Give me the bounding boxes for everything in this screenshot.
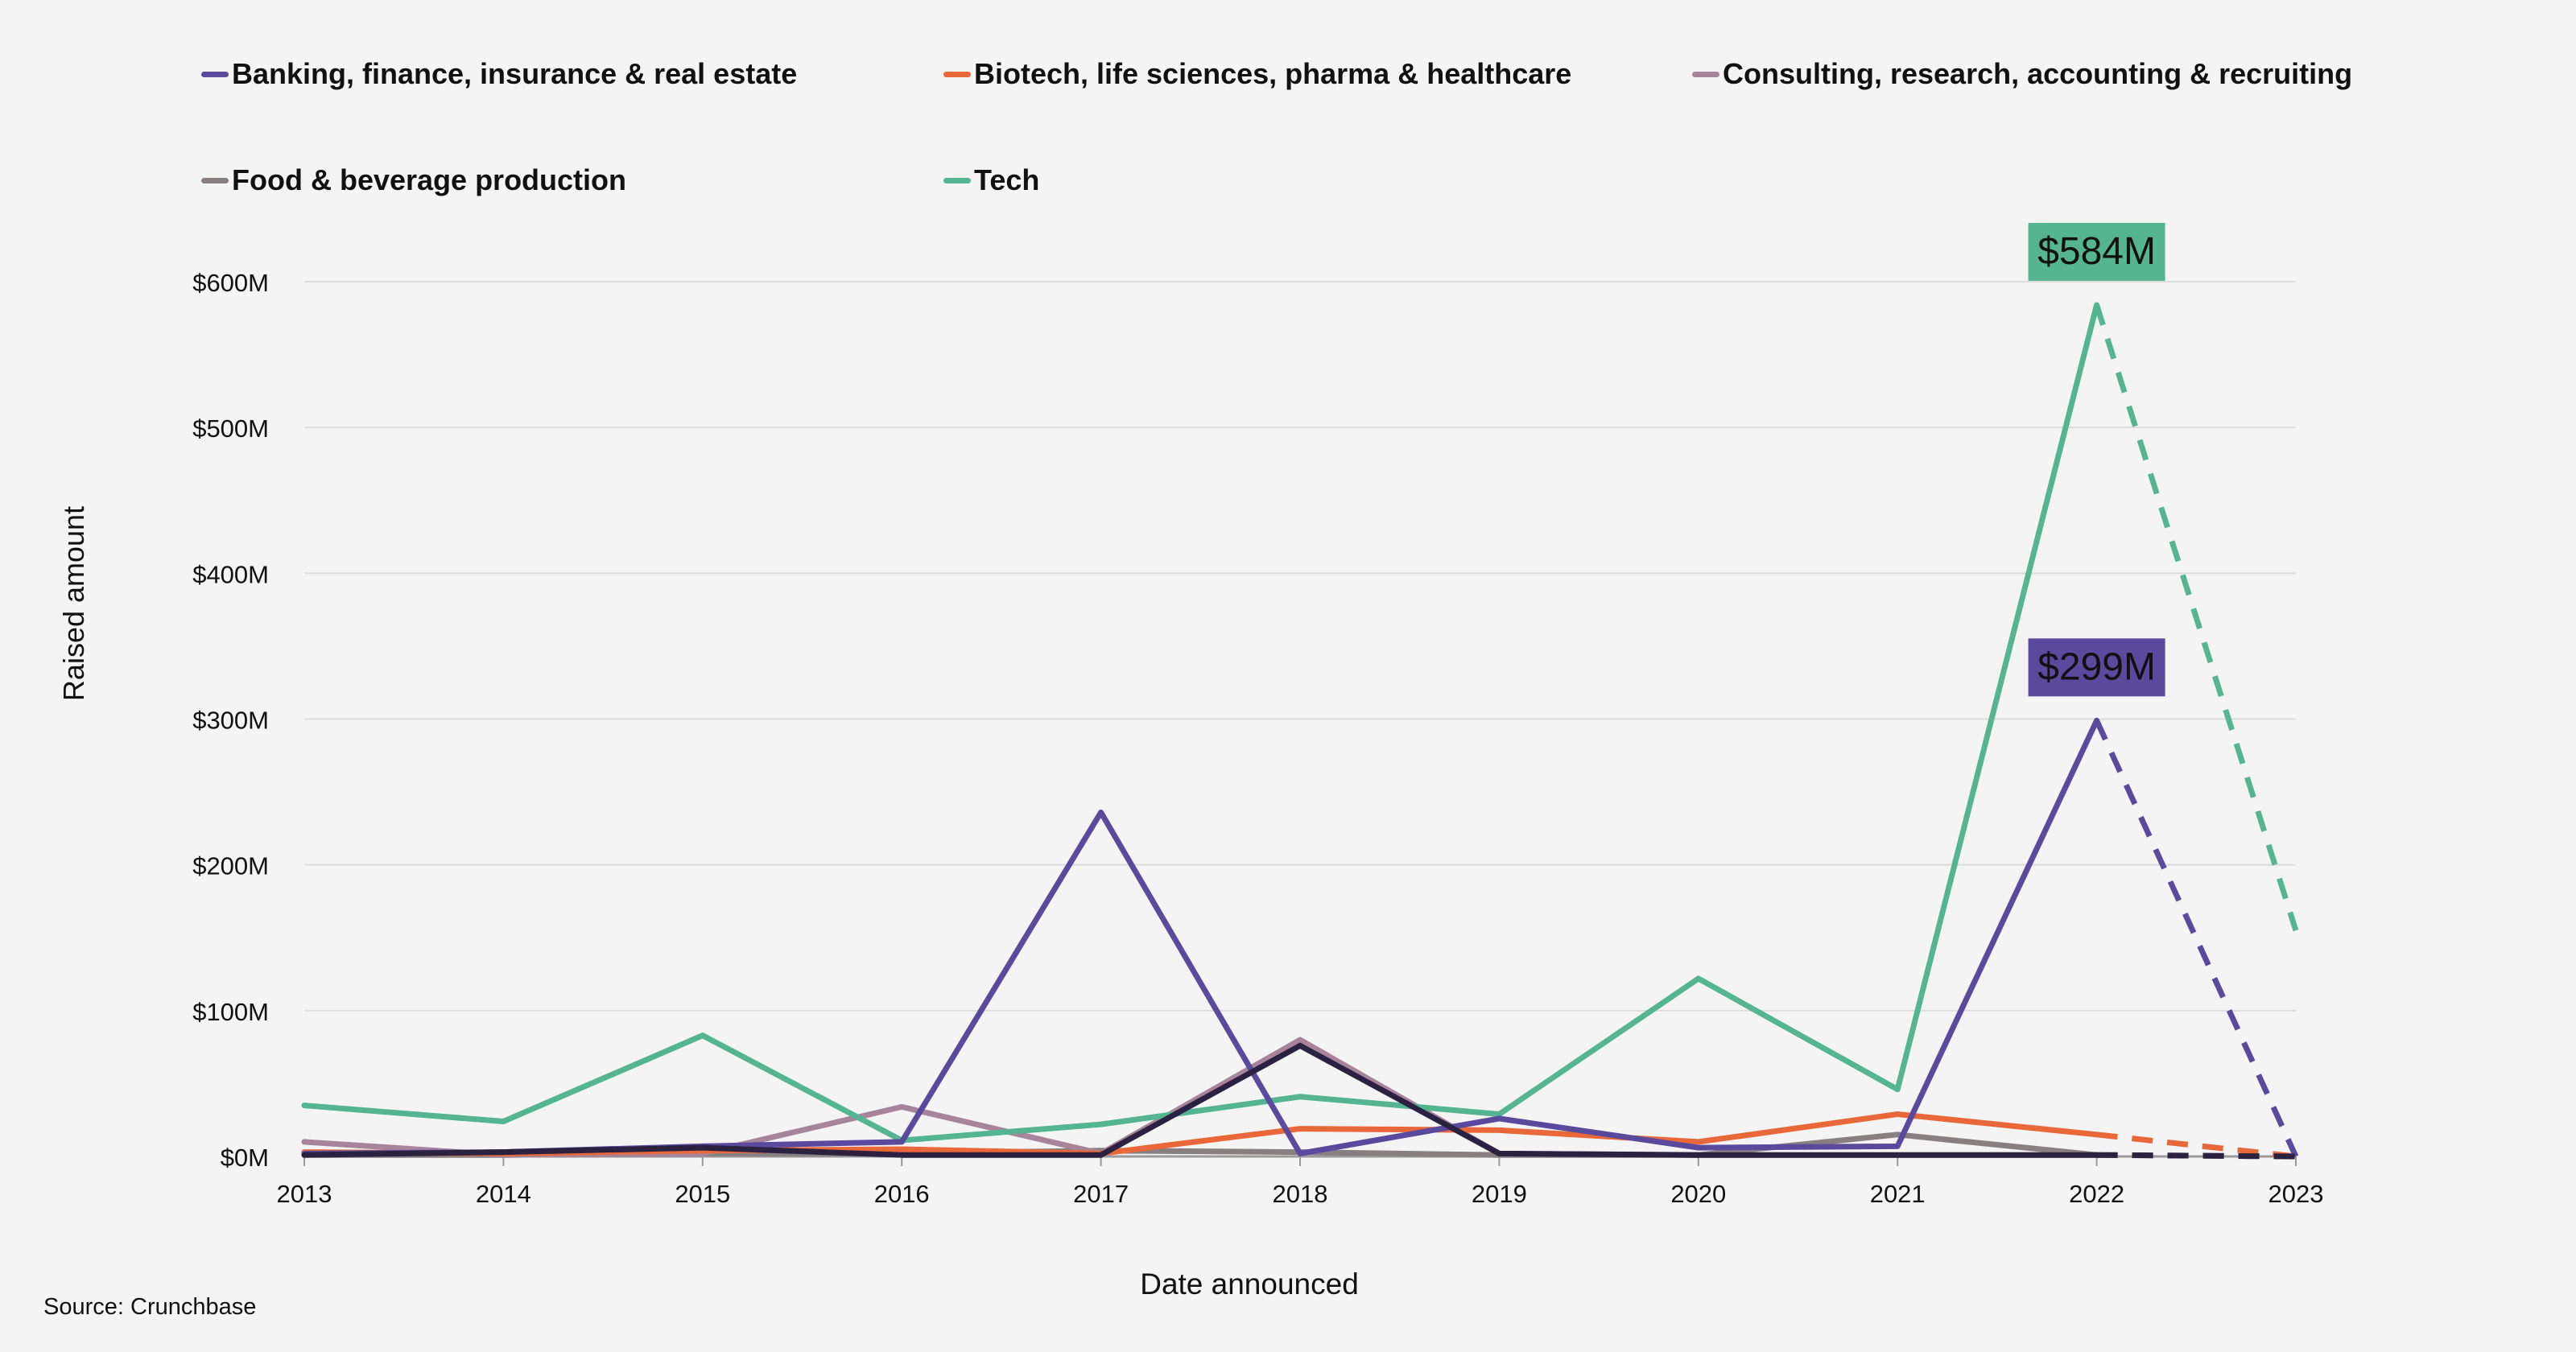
y-tick-label: $300M <box>192 707 269 735</box>
legend-item-banking[interactable]: Banking, finance, insurance & real estat… <box>201 50 797 98</box>
series-line-tech <box>301 302 2100 1144</box>
y-tick-label: $100M <box>192 998 269 1026</box>
legend-swatch-tech <box>943 177 971 183</box>
legend-swatch-banking <box>201 71 229 77</box>
x-tick-label: 2014 <box>476 1180 531 1208</box>
series-projection-biotech <box>2096 1131 2297 1160</box>
legend-item-biotech[interactable]: Biotech, life sciences, pharma & healthc… <box>943 50 1571 98</box>
y-tick-label: $500M <box>192 414 269 443</box>
legend-label-biotech: Biotech, life sciences, pharma & healthc… <box>974 57 1572 90</box>
series-projection-tech <box>2094 303 2299 932</box>
annotations: $584M $299M <box>2028 222 2165 697</box>
x-tick-label: 2017 <box>1073 1180 1129 1208</box>
annotation-box <box>2028 222 2165 281</box>
legend-label-consulting: Consulting, research, accounting & recru… <box>1723 57 2353 90</box>
x-tick-label: 2020 <box>1670 1180 1726 1208</box>
x-axis-title: Date announced <box>1140 1268 1359 1300</box>
source-note: Source: Crunchbase <box>43 1294 257 1320</box>
series-projection-banking <box>2094 719 2299 1158</box>
axes: $0M $100M $200M $300M $400M $500M $600M 2013 201… <box>192 269 2323 1208</box>
x-tick-label: 2018 <box>1273 1180 1328 1208</box>
x-tick-label: 2013 <box>277 1180 332 1208</box>
annotation-label: $299M <box>2037 645 2156 688</box>
legend-label-food: Food & beverage production <box>232 163 627 196</box>
series-lines <box>301 302 2299 1160</box>
x-tick-label: 2016 <box>874 1180 930 1208</box>
legend-swatch-consulting <box>1692 71 1719 77</box>
annotation-box <box>2028 638 2165 697</box>
grid-lines <box>304 281 2296 1012</box>
x-tick-label: 2019 <box>1472 1180 1527 1208</box>
y-axis-title: Raised amount <box>57 505 90 702</box>
legend-item-consulting[interactable]: Consulting, research, accounting & recru… <box>1692 50 2352 98</box>
series-line-unlabeled <box>301 1042 2100 1158</box>
legend-swatch-biotech <box>943 71 971 77</box>
legend-item-food[interactable]: Food & beverage production <box>201 156 626 204</box>
x-tick-label: 2021 <box>1870 1180 1926 1208</box>
legend-label-banking: Banking, finance, insurance & real estat… <box>232 57 798 90</box>
x-tick-label: 2022 <box>2069 1180 2124 1208</box>
legend-label-tech: Tech <box>974 163 1040 196</box>
y-tick-label: $400M <box>192 560 269 588</box>
y-tick-label: $0M <box>221 1144 269 1172</box>
legend-item-tech[interactable]: Tech <box>943 156 1039 204</box>
x-tick-label: 2015 <box>675 1180 730 1208</box>
y-tick-label: $600M <box>192 269 269 297</box>
annotation-label: $584M <box>2037 230 2156 273</box>
legend-swatch-food <box>201 177 229 183</box>
y-tick-label: $200M <box>192 852 269 880</box>
x-tick-label: 2023 <box>2268 1180 2324 1208</box>
